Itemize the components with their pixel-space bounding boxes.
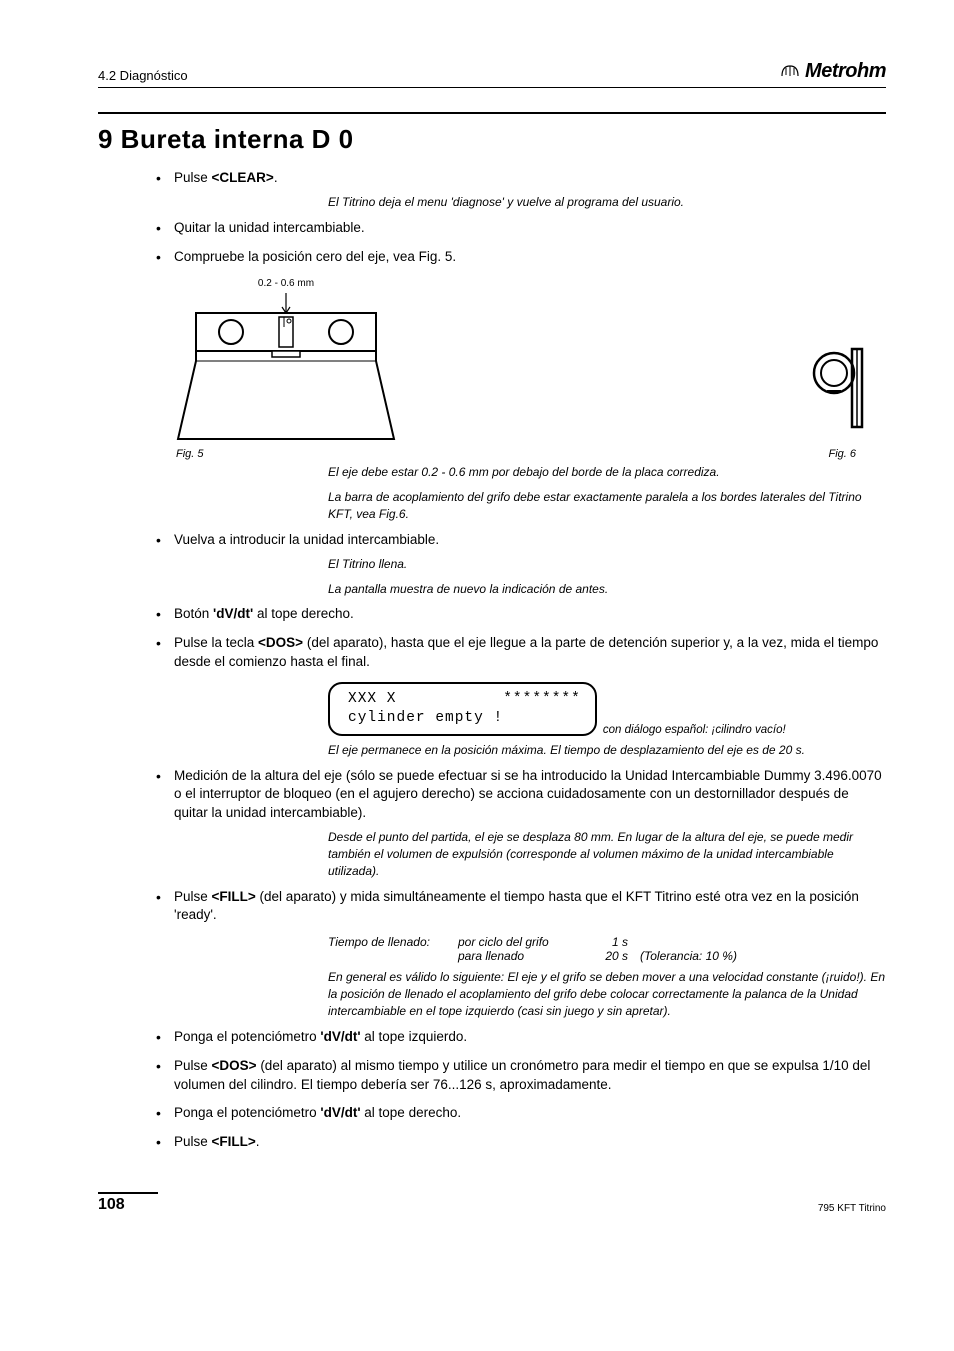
bullet-fill: Pulse <FILL> (del aparato) y mida simult…	[152, 888, 886, 926]
text: Pulse	[174, 889, 212, 904]
text: al tope derecho.	[361, 1105, 462, 1120]
text: .	[256, 1134, 260, 1149]
text: Ponga el potenciómetro	[174, 1029, 320, 1044]
figure-5: 0.2 - 0.6 mm	[176, 278, 446, 444]
note-fill: El Titrino llena.	[328, 556, 886, 573]
bullet-height-measure: Medición de la altura del eje (sólo se p…	[152, 767, 886, 824]
display-side-note: con diálogo español: ¡cilindro vacío!	[603, 724, 786, 736]
fill-time-table: Tiempo de llenado: por ciclo del grifo 1…	[328, 935, 886, 963]
figure-6	[812, 343, 866, 434]
bullet-dos: Pulse la tecla <DOS> (del aparato), hast…	[152, 634, 886, 672]
note-clear: El Titrino deja el menu 'diagnose' y vue…	[328, 194, 886, 211]
text: Pulse la tecla	[174, 635, 258, 650]
bullet-remove-unit: Quitar la unidad intercambiable.	[152, 219, 886, 238]
dim-label: 0.2 - 0.6 mm	[246, 278, 326, 289]
bullet-fill-2: Pulse <FILL>.	[152, 1133, 886, 1152]
text: (del aparato) al mismo tiempo y utilice …	[174, 1058, 870, 1092]
text: Pulse	[174, 170, 212, 185]
text: al tope derecho.	[253, 606, 354, 621]
display-box: XXX X ******** cylinder empty !	[328, 682, 597, 736]
key-clear: <CLEAR>	[212, 170, 274, 185]
brand-logo: Metrohm	[779, 60, 886, 83]
note-fill-general: En general es válido lo siguiente: El ej…	[328, 969, 886, 1019]
fig-note-2: La barra de acoplamiento del grifo debe …	[328, 489, 886, 523]
bullet-reinsert: Vuelva a introducir la unidad intercambi…	[152, 531, 886, 550]
bullet-clear: Pulse <CLEAR>.	[152, 169, 886, 188]
text: Pulse	[174, 1134, 212, 1149]
text: Pulse	[174, 1058, 212, 1073]
bullet-dvdt-right: Botón 'dV/dt' al tope derecho.	[152, 605, 886, 624]
title-rule	[98, 112, 886, 114]
page-number: 108	[98, 1192, 158, 1214]
page-title: 9 Bureta interna D 0	[98, 124, 886, 155]
fig6-caption: Fig. 6	[828, 448, 856, 460]
fill-r1-c3: 1 s	[588, 935, 640, 949]
metrohm-icon	[779, 62, 801, 81]
text: Ponga el potenciómetro	[174, 1105, 320, 1120]
fill-label: Tiempo de llenado:	[328, 935, 458, 949]
text: al tope izquierdo.	[361, 1029, 468, 1044]
key-dvdt: 'dV/dt'	[320, 1105, 360, 1120]
display-line-1: XXX X ********	[348, 690, 581, 709]
brand-text: Metrohm	[805, 60, 886, 83]
text: (del aparato) y mida simultáneamente el …	[174, 889, 859, 923]
key-dos: <DOS>	[212, 1058, 257, 1073]
header-section: 4.2 Diagnóstico	[98, 68, 188, 83]
key-dos: <DOS>	[258, 635, 303, 650]
key-dvdt: 'dV/dt'	[213, 606, 253, 621]
fill-r1-c2: por ciclo del grifo	[458, 935, 588, 949]
note-80mm: Desde el punto del partida, el eje se de…	[328, 829, 886, 879]
key-dvdt: 'dV/dt'	[320, 1029, 360, 1044]
key-fill: <FILL>	[212, 1134, 256, 1149]
fill-r2-c2: para llenado	[458, 949, 588, 963]
text: .	[274, 170, 278, 185]
key-fill: <FILL>	[212, 889, 256, 904]
text: Botón	[174, 606, 213, 621]
bullet-check-zero: Compruebe la posición cero del eje, vea …	[152, 248, 886, 267]
fill-r2-c3: 20 s	[588, 949, 640, 963]
note-display: La pantalla muestra de nuevo la indicaci…	[328, 581, 886, 598]
display-line-2: cylinder empty !	[348, 709, 581, 728]
fill-r2-c4: (Tolerancia: 10 %)	[640, 949, 737, 963]
bullet-dvdt-left: Ponga el potenciómetro 'dV/dt' al tope i…	[152, 1028, 886, 1047]
bullet-dvdt-right-2: Ponga el potenciómetro 'dV/dt' al tope d…	[152, 1104, 886, 1123]
fig-note-1: El eje debe estar 0.2 - 0.6 mm por debaj…	[328, 464, 886, 481]
note-axis-max: El eje permanece en la posición máxima. …	[328, 742, 886, 759]
bullet-dos-timer: Pulse <DOS> (del aparato) al mismo tiemp…	[152, 1057, 886, 1095]
footer-doc: 795 KFT Titrino	[818, 1203, 886, 1214]
fig5-caption: Fig. 5	[176, 448, 204, 460]
